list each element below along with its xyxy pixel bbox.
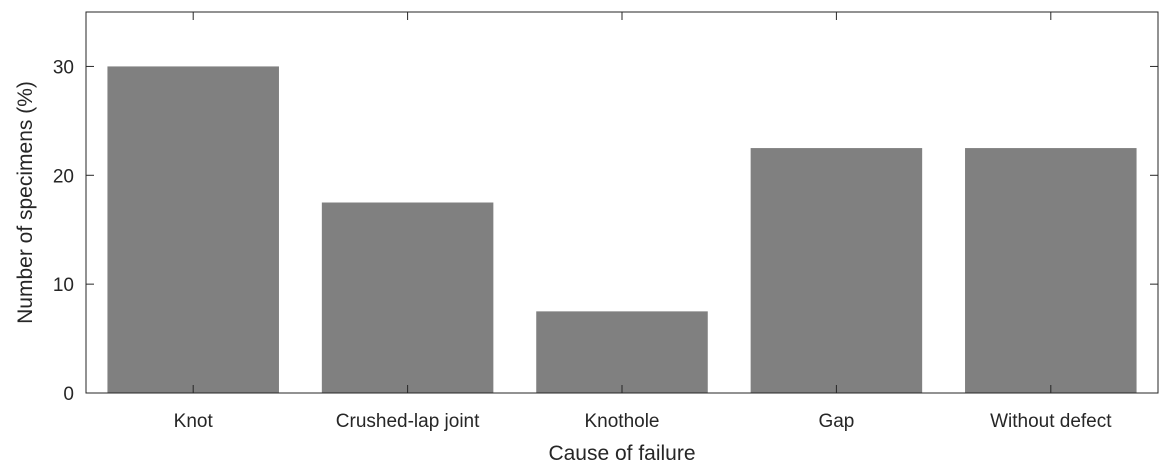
x-tick-label-2: Knothole bbox=[584, 411, 659, 432]
bars-layer bbox=[107, 66, 1137, 393]
y-tick-label-0: 0 bbox=[63, 384, 74, 405]
y-tick-label-1: 10 bbox=[53, 275, 74, 296]
bar-1 bbox=[321, 202, 494, 393]
y-axis-title: Number of specimens (%) bbox=[14, 81, 37, 324]
bar-4 bbox=[965, 148, 1137, 393]
x-tick-label-4: Without defect bbox=[990, 411, 1112, 432]
bar-2 bbox=[536, 311, 708, 393]
bar-3 bbox=[750, 148, 923, 393]
x-tick-label-1: Crushed-lap joint bbox=[336, 411, 480, 432]
y-ticks-layer: 0 10 20 30 bbox=[53, 57, 1158, 405]
x-tick-label-3: Gap bbox=[818, 411, 854, 432]
bar-0 bbox=[107, 66, 279, 393]
x-axis-title: Cause of failure bbox=[548, 442, 695, 465]
x-ticks-layer: Knot Crushed-lap joint Knothole Gap Without … bbox=[174, 12, 1112, 432]
y-tick-label-3: 30 bbox=[53, 57, 74, 78]
y-tick-label-2: 20 bbox=[53, 166, 74, 187]
x-tick-label-0: Knot bbox=[174, 411, 214, 432]
